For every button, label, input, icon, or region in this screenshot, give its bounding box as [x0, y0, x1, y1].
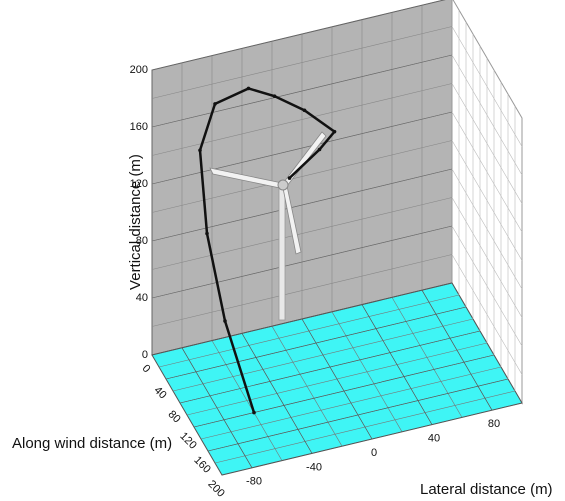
trajectory-point	[317, 147, 322, 152]
trajectory-point	[287, 176, 292, 180]
z-tick-label: 200	[130, 64, 148, 76]
hub	[277, 179, 289, 191]
x-tick-label: 80	[165, 408, 182, 425]
plot-box: 0 40 80 120 160 200 0 40 80 120 160 200 -80 -40 0 40 80	[130, 0, 523, 500]
y-grid-line	[181, 347, 253, 468]
z-tick-label: 40	[136, 292, 148, 304]
y-grid-line	[301, 318, 373, 440]
z-axis-label: Vertical distance (m)	[127, 154, 144, 290]
trajectory-point	[223, 319, 227, 323]
trajectory-point	[205, 231, 209, 236]
trajectory-point	[213, 102, 217, 106]
x-tick-label: 200	[205, 478, 226, 499]
x-tick-label: 120	[177, 430, 198, 451]
trajectory-point	[198, 148, 202, 153]
trajectory-point	[332, 129, 337, 134]
y-tick-label: 80	[488, 418, 500, 430]
z-tick-label: 120	[130, 178, 148, 190]
y-tick-label: 0	[371, 447, 377, 459]
y-tick-label: -80	[246, 476, 262, 488]
y-tick-label: -40	[306, 461, 322, 473]
trajectory-point	[246, 86, 251, 91]
z-tick-label: 0	[142, 349, 148, 361]
z-grid-line	[151, 0, 445, 71]
z-grid-line	[151, 168, 453, 242]
trajectory-point	[272, 94, 277, 98]
x-tick-label: 40	[151, 384, 168, 401]
trajectory-point	[302, 108, 307, 113]
x-axis-label: Along wind distance (m)	[12, 435, 172, 452]
x-tick-label: 160	[191, 454, 212, 475]
y-tick-label: 40	[428, 433, 440, 445]
y-grid-line	[241, 333, 313, 454]
z-grid-line	[151, 225, 453, 299]
z-tick-label: 160	[130, 121, 148, 133]
trajectory	[198, 86, 337, 415]
x-tick-label: 0	[140, 363, 153, 376]
tower	[278, 185, 286, 321]
z-tick-label: 80	[136, 235, 148, 247]
z-grid-line	[151, 54, 453, 128]
y-grid-line	[421, 290, 493, 411]
y-grid-line	[361, 304, 433, 425]
y-axis-label: Lateral distance (m)	[420, 481, 553, 498]
trajectory-point	[252, 410, 256, 415]
